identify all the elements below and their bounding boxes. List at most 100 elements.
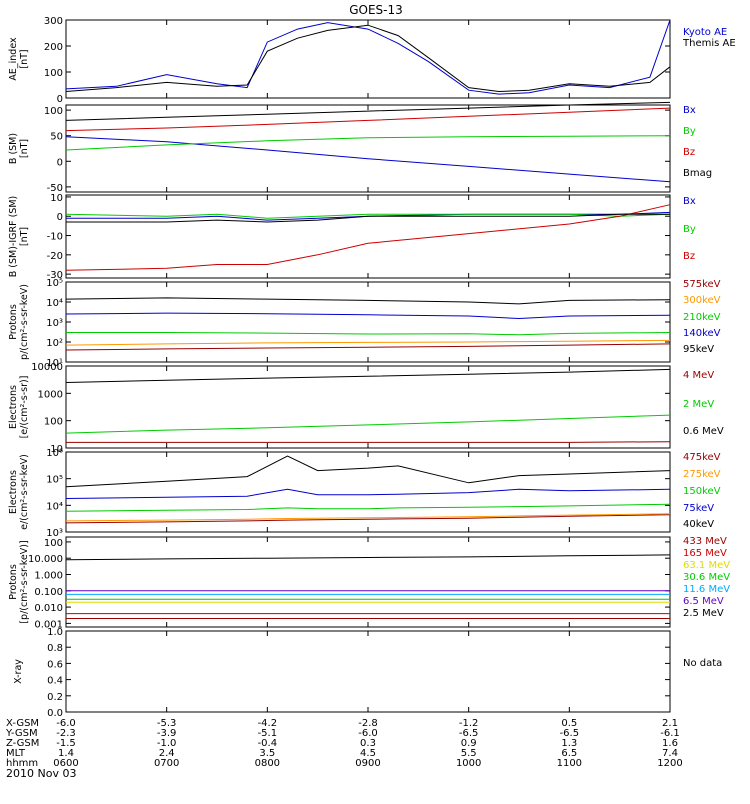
footer-value: -1.0 bbox=[157, 738, 177, 749]
y-axis-label: [p/(cm²-s-sr-keV)] bbox=[19, 540, 30, 623]
y-tick-label: 100 bbox=[44, 68, 63, 79]
series-line bbox=[65, 339, 671, 346]
y-axis-label: X-ray bbox=[13, 659, 24, 684]
y-tick-label: 10² bbox=[46, 338, 63, 349]
legend-entry: 63.1 MeV bbox=[683, 560, 730, 571]
footer-value: 1.6 bbox=[662, 738, 678, 749]
y-axis-label: AE_index bbox=[8, 37, 19, 81]
footer-value: 1200 bbox=[657, 758, 682, 769]
legend-entry: 40keV bbox=[683, 519, 714, 530]
y-tick-label: -50 bbox=[47, 183, 63, 194]
footer-value: -6.0 bbox=[358, 728, 378, 739]
series-line bbox=[65, 368, 671, 383]
footer-value: 0.5 bbox=[561, 718, 577, 729]
panel-3: -30 -20 -10 0 10 B (SM)-IGRF (SM) [nT] Bx By Bz bbox=[8, 193, 696, 281]
y-axis-label: p/(cm²-s-sr-keV) bbox=[19, 284, 30, 360]
footer-value: -1.5 bbox=[56, 738, 76, 749]
series-line bbox=[65, 204, 671, 271]
legend-entry: Bz bbox=[683, 147, 695, 158]
y-tick-label: 0.100 bbox=[34, 587, 63, 598]
series-line bbox=[65, 135, 671, 151]
panel-frame bbox=[65, 630, 671, 713]
y-tick-label: 10³ bbox=[46, 318, 63, 329]
legend-entry: 275keV bbox=[683, 469, 721, 480]
footer-value: 2.4 bbox=[159, 748, 175, 759]
legend-entry: 2 MeV bbox=[683, 399, 714, 410]
footer-value: -6.1 bbox=[660, 728, 680, 739]
footer-row-label: Z-GSM bbox=[6, 738, 39, 749]
y-tick-label: 200 bbox=[44, 42, 63, 53]
no-data-note: No data bbox=[683, 658, 722, 669]
footer-value: 3.5 bbox=[259, 748, 275, 759]
series-line bbox=[65, 503, 671, 512]
footer-value: 7.4 bbox=[662, 748, 678, 759]
y-tick-label: 10⁵ bbox=[46, 475, 63, 486]
legend-entry: Bz bbox=[683, 251, 695, 262]
footer-value: 0600 bbox=[53, 758, 78, 769]
series-line bbox=[65, 297, 671, 305]
panel-frame bbox=[65, 194, 671, 279]
y-tick-label: 0.6 bbox=[47, 659, 63, 670]
footer-value: -0.4 bbox=[258, 738, 278, 749]
y-tick-label: 0.8 bbox=[47, 643, 63, 654]
y-tick-label: 0 bbox=[57, 212, 63, 223]
footer-value: 0700 bbox=[154, 758, 179, 769]
footer-value: 0.3 bbox=[360, 738, 376, 749]
legend-entry: Bx bbox=[683, 196, 696, 207]
footer-value: -6.5 bbox=[560, 728, 580, 739]
legend-entry: 433 MeV bbox=[683, 536, 727, 547]
legend-entry: 150keV bbox=[683, 486, 721, 497]
series-line bbox=[65, 488, 671, 499]
footer-value: 4.5 bbox=[360, 748, 376, 759]
y-tick-label: 10⁴ bbox=[46, 501, 63, 512]
y-tick-label: 1.000 bbox=[34, 570, 63, 581]
legend-entry: Themis AE bbox=[682, 38, 736, 49]
date-label: 2010 Nov 03 bbox=[6, 767, 76, 780]
y-tick-label: 100 bbox=[44, 106, 63, 117]
legend-entry: By bbox=[683, 126, 696, 137]
panel-4: 10¹ 10² 10³ 10⁴ 10⁵ Protons p/(cm²-s-sr-keV) 57… bbox=[8, 278, 721, 369]
y-tick-label: 10000 bbox=[31, 362, 63, 373]
legend-entry: Kyoto AE bbox=[683, 27, 727, 38]
footer-value: -6.5 bbox=[459, 728, 479, 739]
y-tick-label: -30 bbox=[47, 270, 63, 281]
legend-entry: 575keV bbox=[683, 279, 721, 290]
legend-entry: 2.5 MeV bbox=[683, 608, 724, 619]
y-axis-label: e/(cm²-s-sr-keV) bbox=[19, 454, 30, 530]
legend-entry: 0.6 MeV bbox=[683, 426, 724, 437]
series-line bbox=[65, 312, 671, 320]
series-line bbox=[65, 455, 671, 488]
y-tick-label: 10⁶ bbox=[46, 448, 63, 459]
footer-value: 6.5 bbox=[561, 748, 577, 759]
panel-6: 10³ 10⁴ 10⁵ 10⁶ Electrons e/(cm²-s-sr-keV) 475… bbox=[8, 448, 721, 539]
legend-entry: 165 MeV bbox=[683, 548, 727, 559]
y-tick-label: 0.2 bbox=[47, 692, 63, 703]
footer-row-label: Y-GSM bbox=[5, 728, 38, 739]
footer-value: -4.2 bbox=[258, 718, 278, 729]
series-line bbox=[65, 101, 671, 121]
footer-value: -6.0 bbox=[56, 718, 76, 729]
series-line bbox=[65, 107, 671, 132]
y-tick-label: 100 bbox=[44, 417, 63, 428]
series-line bbox=[66, 211, 671, 221]
legend-entry: 210keV bbox=[683, 312, 721, 323]
footer-value: 0800 bbox=[255, 758, 280, 769]
series-line bbox=[66, 213, 670, 223]
y-tick-label: 1.0 bbox=[47, 627, 63, 638]
legend-entry: 300keV bbox=[683, 295, 721, 306]
legend-entry: 30.6 MeV bbox=[683, 572, 730, 583]
legend-entry: 6.5 MeV bbox=[683, 596, 724, 607]
footer-value: 0.9 bbox=[461, 738, 477, 749]
series-line bbox=[65, 343, 671, 351]
legend-entry: 75keV bbox=[683, 503, 714, 514]
footer-row-label: hhmm bbox=[6, 758, 38, 769]
y-tick-label: 10.000 bbox=[28, 554, 63, 565]
footer-value: -1.2 bbox=[459, 718, 479, 729]
y-tick-label: 10³ bbox=[46, 528, 63, 539]
y-tick-label: -20 bbox=[47, 251, 63, 262]
series-line bbox=[66, 441, 671, 443]
legend-entry: 11.6 MeV bbox=[683, 584, 730, 595]
y-axis-label: [nT] bbox=[19, 227, 30, 246]
